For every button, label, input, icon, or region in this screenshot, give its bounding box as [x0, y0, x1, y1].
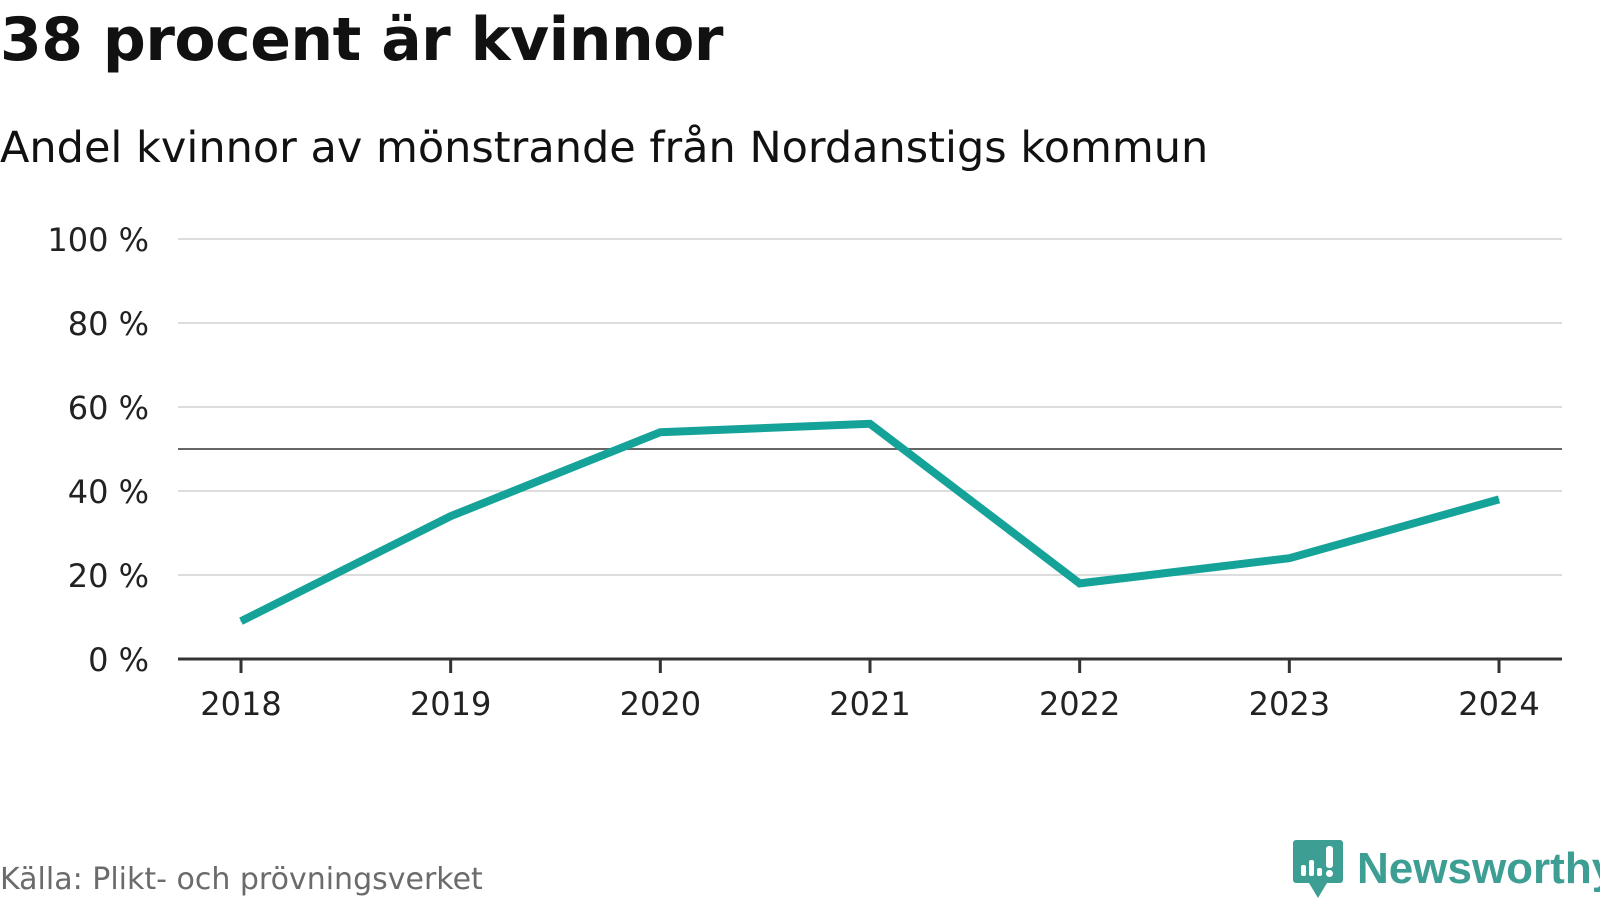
x-axis	[178, 657, 1562, 673]
x-tick-label-2021: 2021	[829, 685, 910, 723]
x-tick-label-2023: 2023	[1249, 685, 1330, 723]
chart-subtitle: Andel kvinnor av mönstrande från Nordans…	[0, 123, 1209, 173]
data-point-2024	[1498, 498, 1500, 500]
source-note: Källa: Plikt- och prövningsverket	[0, 862, 483, 897]
brand-logo: Newsworthy	[1293, 840, 1600, 898]
x-axis-labels: 2018 2019 2020 2021 2022 2023 2024	[200, 685, 1539, 723]
series-line-0	[239, 419, 1501, 625]
data-point-2018	[240, 620, 242, 622]
y-tick-label-100: 100 %	[47, 221, 149, 259]
newsworthy-logo-icon	[1293, 840, 1343, 898]
series-group	[239, 419, 1501, 625]
y-axis-labels: 0 % 20 % 40 % 60 % 80 % 100 %	[47, 221, 149, 679]
data-point-2022	[1079, 582, 1081, 584]
brand-name: Newsworthy	[1357, 844, 1600, 893]
y-tick-label-60: 60 %	[68, 389, 149, 427]
x-tick-label-2024: 2024	[1458, 685, 1539, 723]
x-tick-label-2018: 2018	[200, 685, 281, 723]
data-point-2020	[659, 431, 661, 433]
y-tick-label-0: 0 %	[88, 641, 149, 679]
data-point-2019	[450, 515, 452, 517]
data-point-2023	[1288, 557, 1290, 559]
y-tick-label-40: 40 %	[68, 473, 149, 511]
y-tick-label-80: 80 %	[68, 305, 149, 343]
x-tick-label-2022: 2022	[1039, 685, 1120, 723]
x-tick-label-2020: 2020	[620, 685, 701, 723]
x-tick-label-2019: 2019	[410, 685, 491, 723]
data-point-2021	[869, 423, 871, 425]
y-tick-label-20: 20 %	[68, 557, 149, 595]
chart-title: 38 procent är kvinnor	[0, 5, 723, 75]
line-chart: 0 % 20 % 40 % 60 % 80 % 100 % 2018 2019 2020 202…	[47, 221, 1562, 723]
grid-lines	[178, 238, 1562, 576]
